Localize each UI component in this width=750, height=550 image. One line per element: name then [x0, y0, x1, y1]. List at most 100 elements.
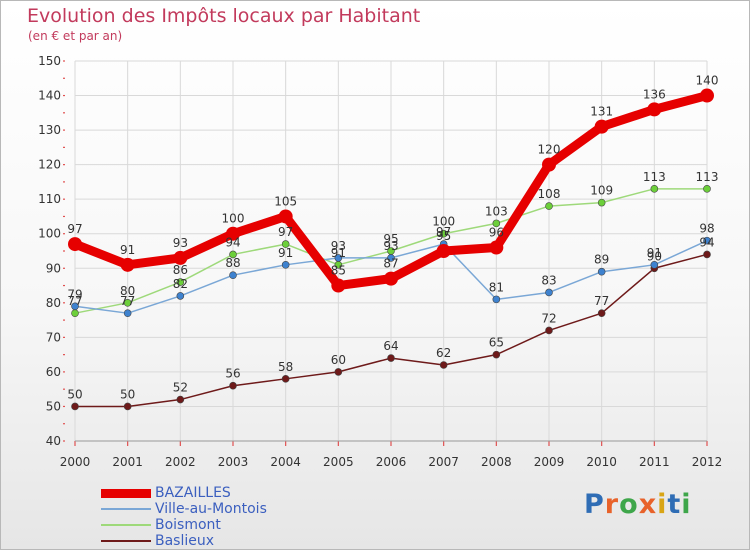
data-label: 91	[278, 246, 293, 260]
data-point	[229, 381, 237, 390]
logo-letter: x	[638, 489, 658, 520]
logo-letter: t	[667, 489, 682, 520]
data-point	[229, 250, 237, 259]
logo-letter: i	[657, 489, 668, 520]
data-point	[492, 350, 501, 359]
data-point	[71, 402, 79, 411]
data-point	[703, 236, 711, 245]
data-point	[331, 278, 346, 293]
data-label: 88	[225, 256, 240, 270]
data-point	[594, 119, 609, 134]
data-point	[703, 250, 711, 259]
data-label: 100	[432, 215, 455, 229]
data-label: 62	[436, 346, 451, 360]
y-tick-label: 70	[46, 330, 61, 344]
data-label: 90	[647, 249, 662, 263]
data-point	[123, 402, 132, 411]
data-point	[334, 254, 343, 262]
y-tick-label: 140	[38, 89, 61, 103]
data-point	[71, 309, 79, 317]
data-label: 85	[331, 264, 346, 278]
data-label: 87	[383, 257, 398, 271]
y-tick-label: 50	[46, 399, 61, 413]
data-label: 136	[643, 87, 666, 101]
data-point	[650, 261, 659, 269]
x-tick-label: 2012	[692, 455, 723, 469]
data-point	[597, 267, 606, 276]
data-point	[176, 292, 185, 300]
data-label: 86	[173, 263, 188, 277]
logo-letter: i	[681, 489, 692, 520]
data-label: 95	[436, 229, 451, 243]
data-label: 97	[278, 225, 293, 239]
series-layer	[68, 88, 714, 411]
proxiti-logo: Proxiti	[584, 489, 692, 520]
data-label: 113	[643, 170, 666, 184]
x-tick-label: 2006	[376, 455, 407, 469]
data-point	[387, 354, 395, 362]
data-label: 65	[489, 336, 504, 350]
legend-label: BAZAILLES	[155, 485, 231, 501]
data-point	[123, 309, 132, 317]
x-tick-label: 2004	[270, 455, 301, 469]
data-point	[545, 288, 553, 297]
x-tick-label: 2002	[165, 455, 196, 469]
data-label: 131	[590, 105, 613, 119]
data-point	[597, 198, 606, 207]
data-point	[700, 88, 714, 103]
legend-label: Baslieux	[155, 533, 215, 549]
logo-letter: r	[604, 489, 620, 520]
data-point	[647, 102, 662, 117]
x-tick-label: 2000	[60, 455, 91, 469]
data-label: 140	[696, 74, 719, 88]
logo-letter: P	[584, 489, 605, 520]
data-point	[545, 326, 553, 335]
data-point	[281, 375, 290, 383]
data-point	[650, 185, 659, 193]
data-point	[597, 309, 606, 317]
data-point	[176, 395, 185, 404]
data-label: 50	[120, 387, 135, 401]
data-label: 96	[489, 226, 504, 240]
data-point	[436, 244, 451, 258]
data-label: 89	[594, 253, 609, 267]
data-label: 108	[538, 187, 561, 201]
chart-title: Evolution des Impôts locaux par Habitant	[27, 5, 421, 27]
data-label: 82	[173, 277, 188, 291]
data-point	[278, 209, 293, 224]
data-point	[120, 257, 135, 272]
data-point	[71, 302, 79, 311]
data-label: 60	[331, 353, 346, 367]
data-point	[68, 237, 82, 252]
data-label: 77	[594, 294, 609, 308]
data-label: 95	[383, 232, 398, 246]
data-label: 113	[696, 170, 719, 184]
y-tick-label: 40	[46, 434, 61, 448]
data-label: 72	[541, 311, 556, 325]
data-label: 58	[278, 360, 293, 374]
data-label: 77	[120, 294, 135, 308]
data-label: 50	[67, 387, 82, 401]
x-tick-label: 2008	[481, 455, 512, 469]
y-tick-label: 60	[46, 365, 61, 379]
legend-label: Ville-au-Montois	[155, 501, 267, 517]
data-point	[542, 157, 556, 172]
y-tick-label: 100	[38, 227, 61, 241]
data-point	[492, 295, 501, 304]
y-tick-label: 80	[46, 296, 61, 310]
data-label: 94	[225, 235, 240, 249]
legend-swatch	[101, 540, 151, 542]
y-tick-label: 90	[46, 261, 61, 275]
x-tick-label: 2010	[586, 455, 617, 469]
data-point	[173, 250, 188, 265]
data-label: 93	[383, 239, 398, 253]
data-label: 109	[590, 184, 613, 198]
x-tick-label: 2011	[639, 455, 670, 469]
data-label: 100	[222, 212, 245, 226]
data-label: 93	[331, 239, 346, 253]
legend-swatch	[101, 524, 151, 526]
data-point	[176, 278, 185, 286]
data-point	[226, 226, 240, 241]
data-label: 79	[67, 287, 82, 301]
